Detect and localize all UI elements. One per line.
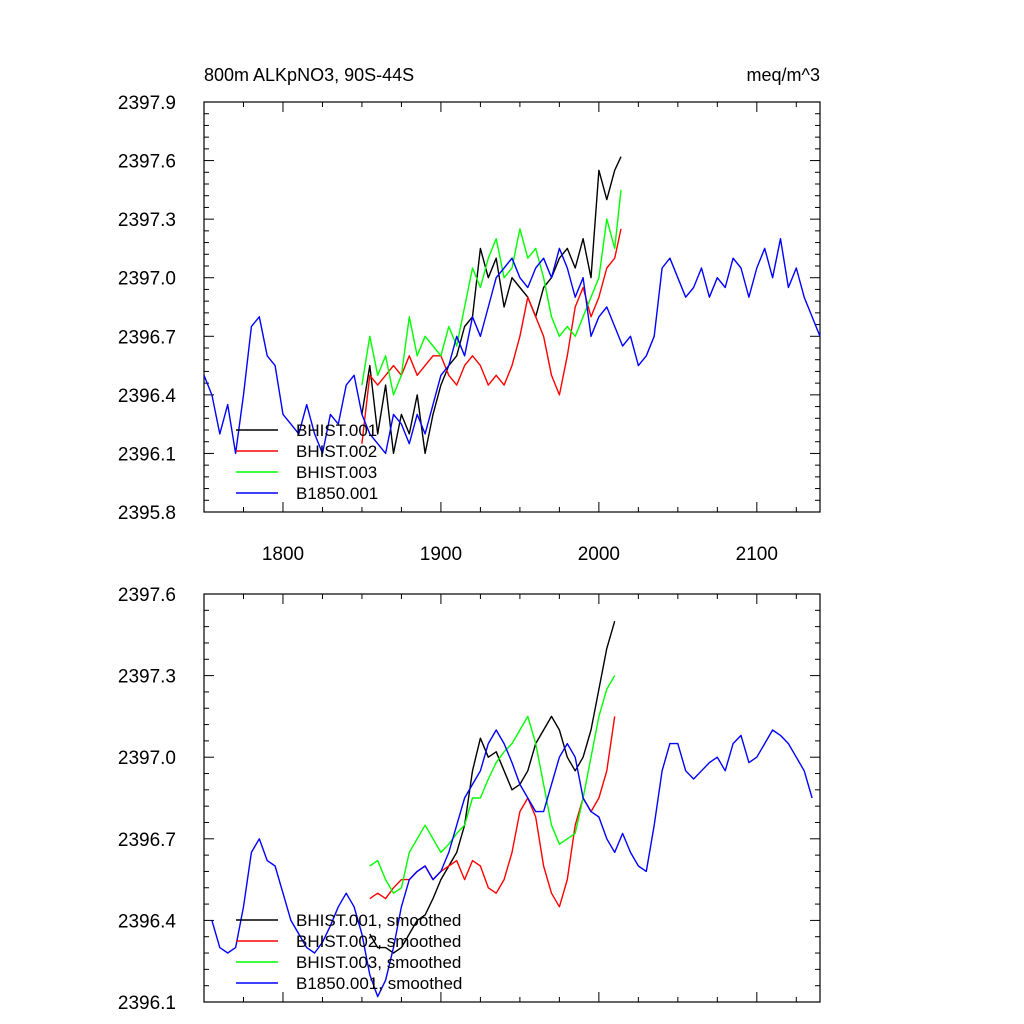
- chart-panel-bottom: 2396.1 2396.4 2396.7 2397.0 2397.3 2397.6 BHI…: [118, 585, 821, 1014]
- chart-units-label: meq/m^3: [747, 65, 820, 85]
- legend-label: BHIST.002: [296, 442, 377, 461]
- y-tick-label: 2396.7: [118, 327, 176, 348]
- legend-label: BHIST.003, smoothed: [296, 953, 461, 972]
- legend-label: BHIST.002, smoothed: [296, 932, 461, 951]
- y-tick-label: 2397.0: [118, 269, 176, 290]
- y-tick-label: 2396.4: [118, 911, 177, 932]
- legend-label: B1850.001: [296, 484, 378, 503]
- series-line-bhist-002: [361, 228, 622, 444]
- plot-frame: [203, 101, 821, 513]
- plot-frame: [203, 593, 821, 1003]
- x-tick-label: 1900: [420, 544, 462, 565]
- series-line-bhist-002-smoothed: [369, 716, 616, 908]
- series-line-b1850-001-smoothed: [211, 729, 813, 998]
- y-tick-label: 2397.0: [118, 748, 176, 769]
- x-tick-label: 2100: [736, 544, 778, 565]
- y-tick-label: 2397.6: [118, 152, 176, 173]
- chart-panel-top: 800m ALKpNO3, 90S-44S meq/m^3 2395.8 2396…: [118, 65, 821, 565]
- chart-title: 800m ALKpNO3, 90S-44S: [204, 65, 414, 85]
- legend-label: BHIST.001: [296, 421, 377, 440]
- series-line-bhist-001-smoothed: [369, 621, 616, 954]
- y-tick-label: 2397.9: [118, 93, 176, 114]
- y-tick-label: 2397.3: [118, 667, 176, 688]
- legend-label: BHIST.003: [296, 463, 377, 482]
- y-tick-label: 2395.8: [118, 503, 176, 524]
- x-tick-label: 2000: [578, 544, 620, 565]
- legend-label: B1850.001, smoothed: [296, 974, 462, 993]
- axis-group: 2396.1 2396.4 2396.7 2397.0 2397.3 2397.6: [118, 585, 821, 1014]
- series-group: [203, 156, 821, 455]
- y-tick-label: 2396.1: [118, 444, 176, 465]
- series-line-b1850-001: [203, 237, 821, 455]
- axis-group: 2395.8 2396.1 2396.4 2396.7 2397.0 2397.3 2397…: [118, 93, 821, 565]
- series-line-bhist-001: [361, 156, 622, 455]
- series-line-bhist-003: [361, 189, 622, 396]
- y-tick-label: 2396.4: [118, 386, 177, 407]
- y-tick-label: 2397.3: [118, 210, 176, 231]
- series-group: [211, 621, 813, 998]
- y-tick-label: 2397.6: [118, 585, 176, 606]
- series-line-bhist-003-smoothed: [369, 675, 616, 894]
- legend: BHIST.001, smoothed BHIST.002, smoothed BH…: [236, 911, 462, 993]
- legend: BHIST.001 BHIST.002 BHIST.003 B1850.001: [236, 421, 378, 503]
- x-tick-label: 1800: [262, 544, 304, 565]
- y-tick-label: 2396.1: [118, 993, 176, 1014]
- y-tick-label: 2396.7: [118, 830, 176, 851]
- legend-label: BHIST.001, smoothed: [296, 911, 461, 930]
